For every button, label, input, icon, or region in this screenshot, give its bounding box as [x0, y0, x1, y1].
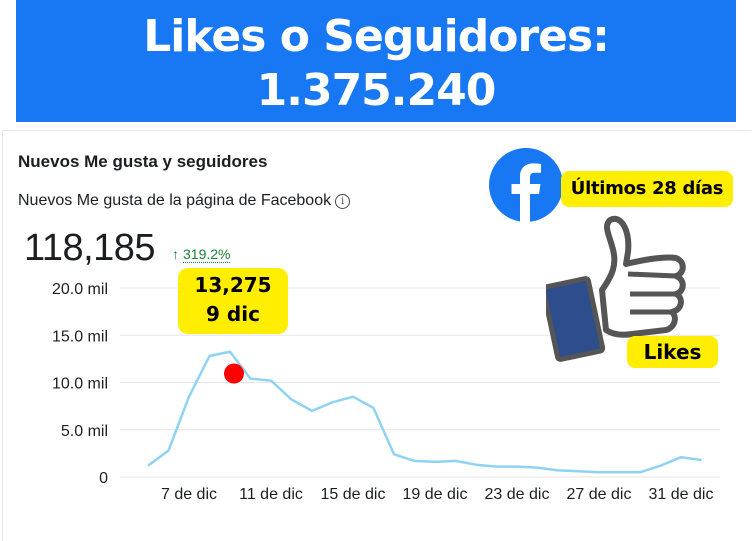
x-tick-label: 15 de dic [321, 486, 386, 503]
highlight-point [224, 363, 244, 384]
banner-total: 1.375.240 [256, 65, 497, 116]
change-value: 319.2% [183, 246, 231, 263]
change-indicator[interactable]: ↑ 319.2% [172, 246, 231, 263]
peak-value: 13,275 [194, 273, 272, 297]
facebook-logo-icon [489, 148, 563, 222]
y-tick-label: 20.0 mil [52, 281, 108, 298]
series-line [147, 350, 702, 474]
thumbs-up-icon [546, 215, 686, 362]
chart-subtitle-text: Nuevos Me gusta de la página de Facebook [18, 192, 332, 209]
y-tick-label: 10.0 mil [52, 376, 108, 393]
x-tick-label: 31 de dic [649, 486, 714, 503]
period-badge: Últimos 28 días [561, 171, 733, 207]
title-banner: Likes o Seguidores: 1.375.240 [16, 0, 736, 122]
section-title: Nuevos Me gusta y seguidores [18, 152, 268, 171]
x-tick-label: 27 de dic [567, 486, 632, 503]
chart-subtitle: Nuevos Me gusta de la página de Facebook… [18, 192, 351, 210]
x-tick-label: 7 de dic [161, 486, 217, 503]
peak-date: 9 dic [206, 302, 260, 326]
peak-callout: 13,275 9 dic [178, 268, 288, 334]
x-tick-label: 11 de dic [239, 486, 303, 503]
y-tick-label: 15.0 mil [52, 328, 108, 345]
info-icon[interactable]: i [335, 194, 351, 209]
banner-title: Likes o Seguidores: [143, 11, 610, 62]
arrow-up-icon: ↑ [172, 246, 179, 262]
y-tick-label: 0 [99, 470, 108, 487]
total-value: 118,185 [24, 227, 156, 269]
x-tick-label: 23 de dic [485, 486, 550, 503]
y-tick-label: 5.0 mil [61, 423, 108, 440]
x-tick-label: 19 de dic [403, 486, 468, 503]
likes-badge: Likes [627, 336, 718, 368]
